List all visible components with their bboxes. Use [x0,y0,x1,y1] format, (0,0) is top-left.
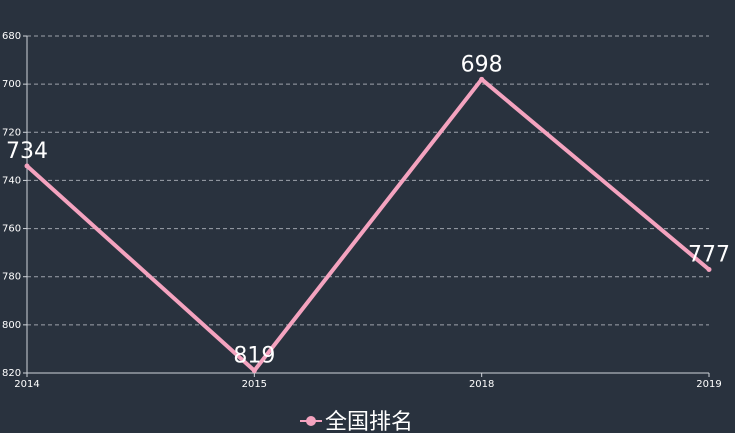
legend-label: 全国排名 [325,410,413,433]
data-point[interactable] [251,368,257,374]
axes [26,36,709,374]
y-tick-label: 800 [2,320,21,331]
y-tick-label: 700 [2,79,21,90]
y-tick-label: 780 [2,272,21,283]
legend[interactable]: 全国排名 [300,410,413,433]
y-tick-label: 680 [2,31,21,42]
series-group [24,76,712,374]
data-labels: 734 819 698 777 [6,52,730,368]
x-tick-label: 2019 [696,379,721,390]
y-tick-label: 740 [2,175,21,186]
data-label: 698 [461,52,503,77]
y-tick-label: 820 [2,368,21,379]
x-tick-label: 2015 [242,379,267,390]
data-label: 819 [233,344,275,369]
y-tick-label: 760 [2,224,21,235]
y-tick-labels: 680 700 720 740 760 780 800 820 [2,31,27,379]
x-tick-label: 2014 [14,379,39,390]
data-point[interactable] [706,266,712,272]
x-tick-labels: 2014 2015 2018 2019 [14,373,722,390]
series-line [25,77,711,373]
data-point[interactable] [24,163,30,169]
legend-marker-dot [306,416,316,426]
data-point[interactable] [479,76,485,82]
y-tick-label: 720 [2,127,21,138]
data-label: 777 [688,242,730,267]
data-label: 734 [6,139,48,164]
x-tick-label: 2018 [469,379,494,390]
grid-lines [27,35,709,326]
